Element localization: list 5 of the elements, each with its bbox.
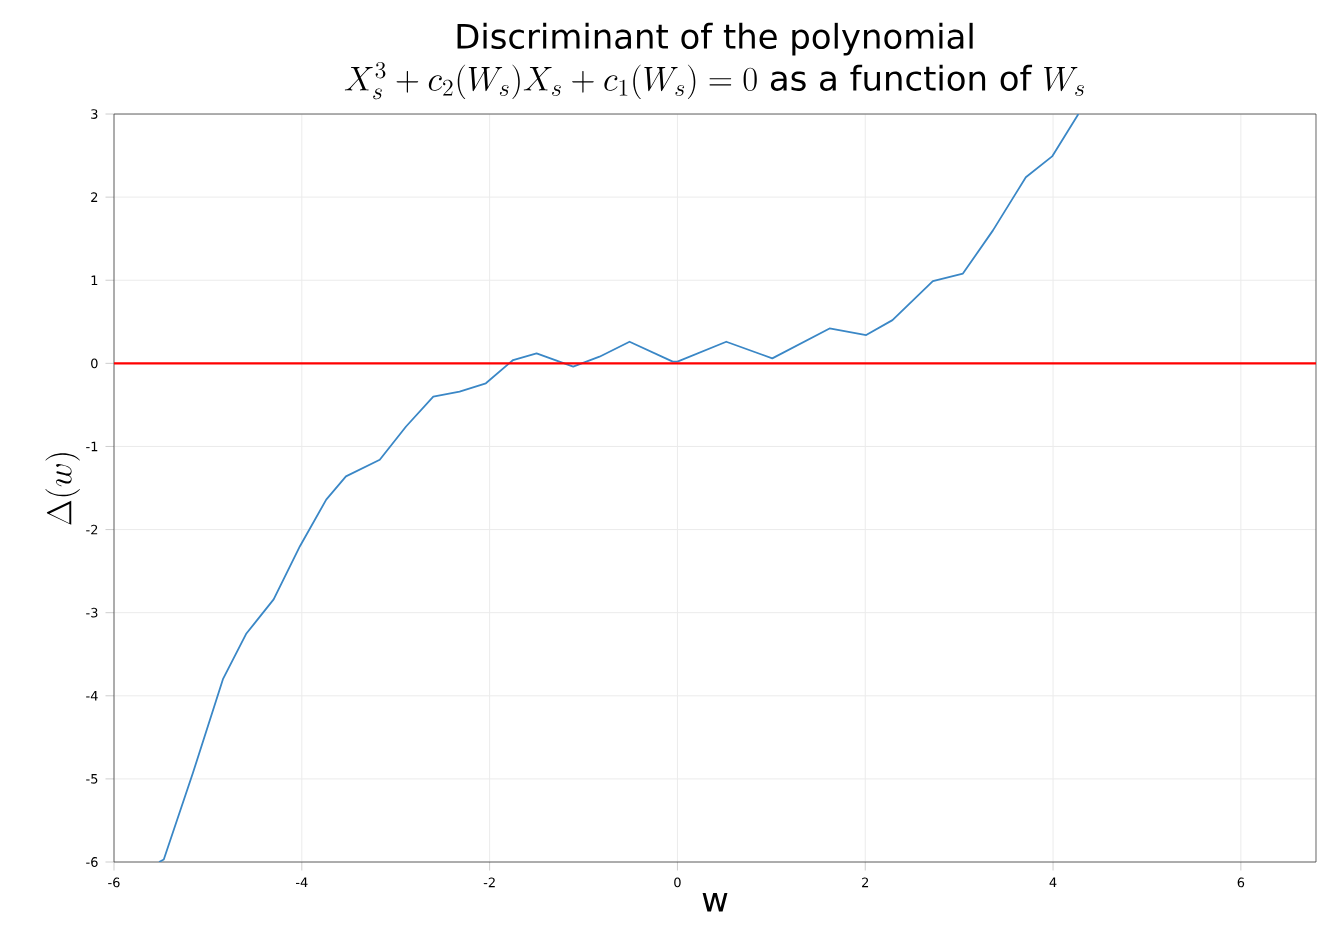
chart-subtitle: $X_s^3 + c_2(W_s)X_s + c_1(W_s) = 0 \mathrm{\ as\ a\ function\ of\ } W_s$ [344, 62, 1084, 100]
line-series [158, 114, 1080, 862]
y-axis-title: $\Delta(w)$ [45, 453, 80, 525]
chart-title: Discriminant of the polynomial [457, 22, 973, 56]
x-axis-title: w [702, 893, 728, 912]
